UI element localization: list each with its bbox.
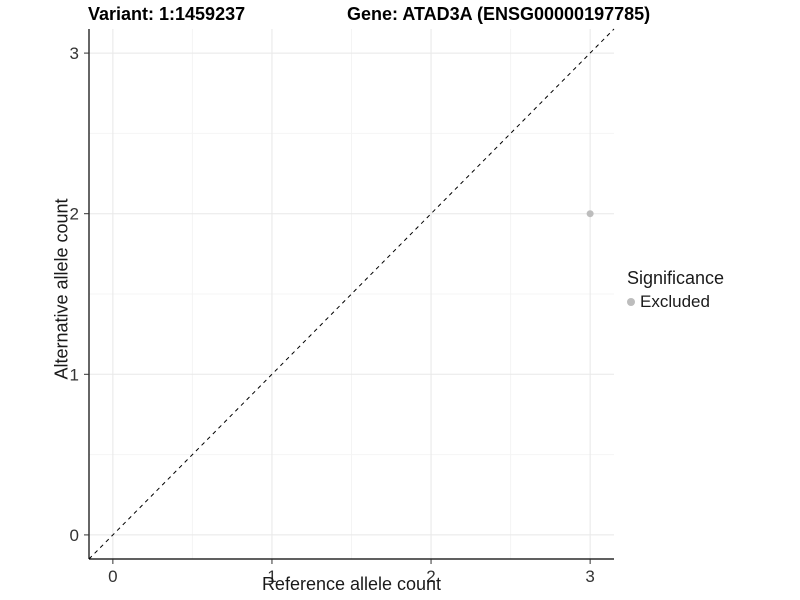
legend-item: Excluded xyxy=(627,292,724,312)
x-tick-label: 3 xyxy=(585,567,594,586)
x-axis-title: Reference allele count xyxy=(261,574,442,594)
plot-title-gene: Gene: ATAD3A (ENSG00000197785) xyxy=(347,4,651,24)
plot-title-variant: Variant: 1:1459237 xyxy=(88,4,246,24)
y-tick-label: 3 xyxy=(70,44,79,63)
y-axis-title: Alternative allele count xyxy=(51,198,72,380)
x-tick-label: 0 xyxy=(108,567,117,586)
legend-point-excluded-icon xyxy=(627,298,635,306)
y-tick-label: 2 xyxy=(70,205,79,224)
x-tick-label: 2 xyxy=(426,567,435,586)
y-tick-label: 0 xyxy=(70,526,79,545)
legend-item-label: Excluded xyxy=(640,292,710,311)
data-point xyxy=(586,210,594,218)
legend: Significance Excluded xyxy=(627,268,724,312)
y-tick-label: 1 xyxy=(70,365,79,384)
x-tick-label: 1 xyxy=(267,567,276,586)
legend-title: Significance xyxy=(627,268,725,288)
